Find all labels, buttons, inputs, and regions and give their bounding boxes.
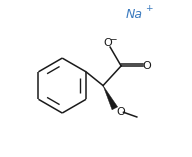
Text: O: O: [142, 61, 151, 71]
Text: O: O: [103, 38, 112, 48]
Text: Na: Na: [126, 8, 143, 21]
Text: O: O: [116, 107, 125, 117]
Polygon shape: [103, 86, 118, 110]
Text: −: −: [109, 34, 116, 43]
Text: +: +: [145, 4, 152, 13]
